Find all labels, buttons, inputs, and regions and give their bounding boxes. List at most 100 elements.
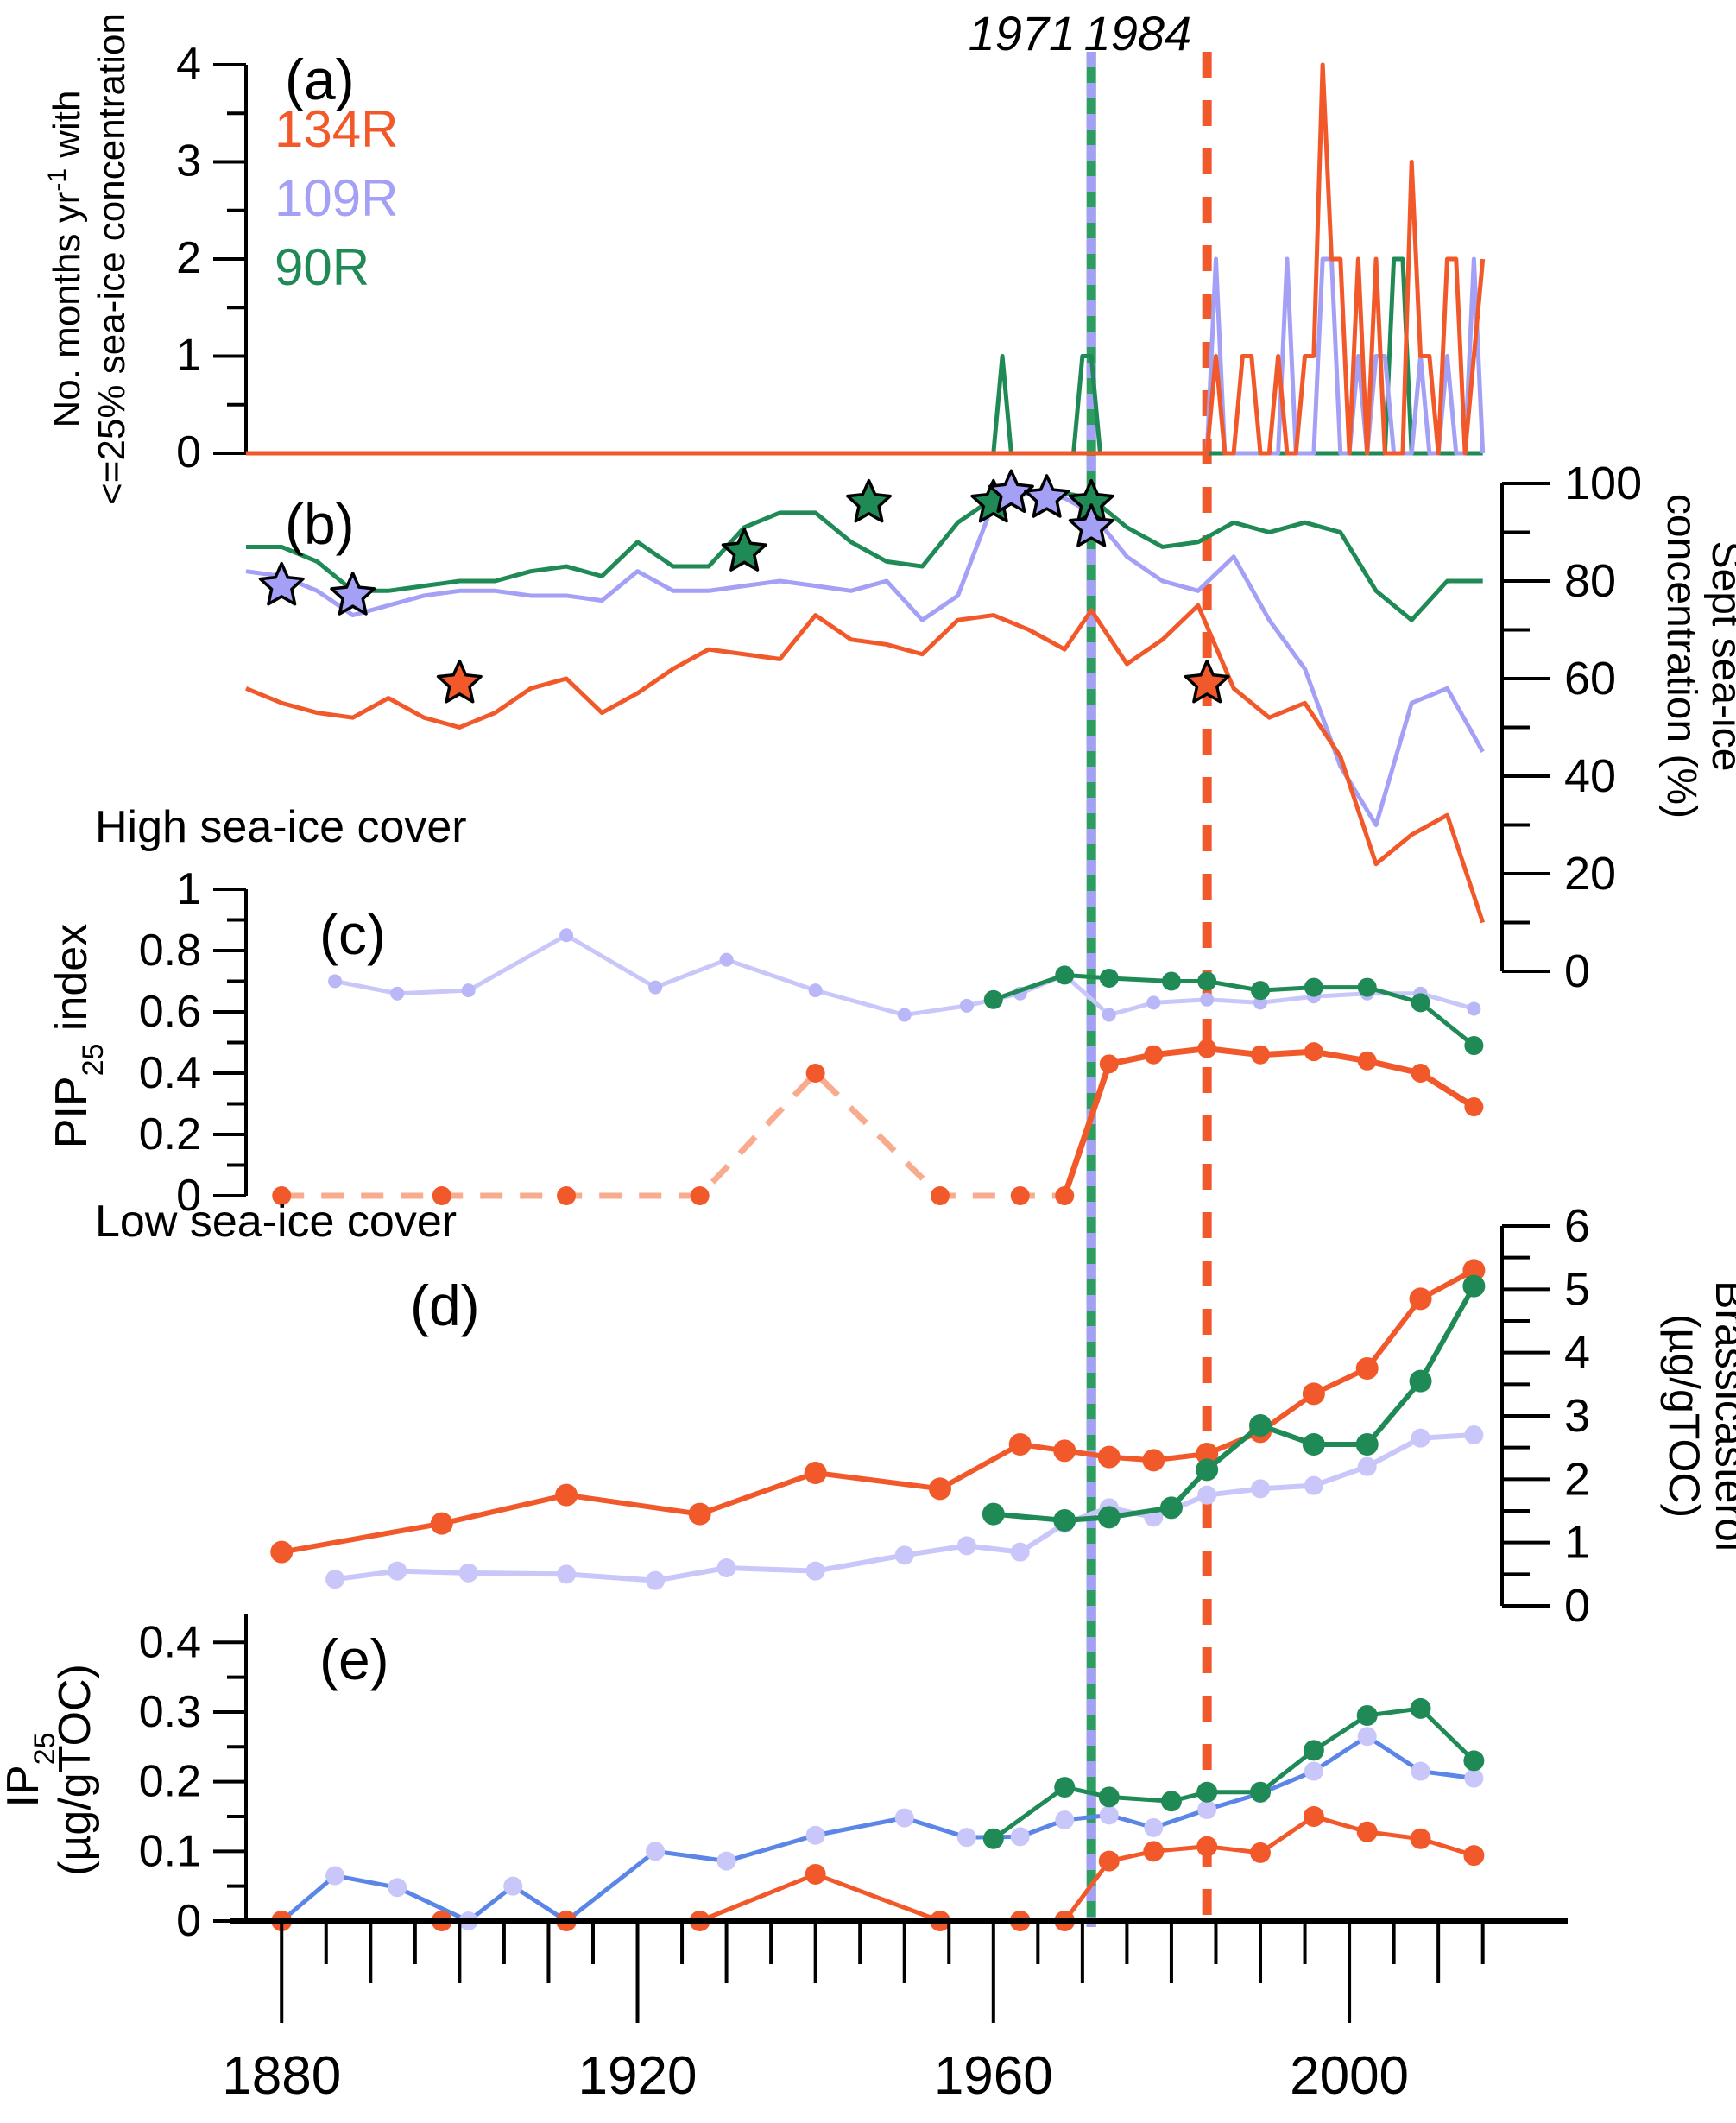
panel-e-series-90R [992, 1706, 1476, 1841]
panel-c-point-90R [1251, 981, 1271, 1001]
panel-d-point-134R [804, 1462, 827, 1484]
panel-e-point-134R [805, 1863, 826, 1885]
panel-d-point-109R [557, 1564, 577, 1584]
panel-a-y-axis-label-line2: <=25% sea-ice concentration [91, 13, 133, 505]
panel-e-point-109R [1197, 1799, 1217, 1819]
panel-e-point-109R [1010, 1827, 1030, 1847]
panel-d-point-109R [325, 1570, 345, 1589]
panel-e-point-109R [1099, 1805, 1119, 1825]
panel-b-y-tick-label: 0 [1564, 945, 1590, 997]
panel-b-y-tick-label: 60 [1564, 653, 1616, 705]
panel-b-tag: (b) [285, 492, 355, 556]
panel-e-point-90R [1250, 1781, 1272, 1803]
panel-a-y-tick-label: 0 [176, 427, 201, 477]
panel-e-point-134R [1098, 1850, 1120, 1872]
panel-e-point-109R [388, 1878, 407, 1898]
panel-e-y-tick-label: 0.3 [139, 1687, 201, 1737]
panel-c-point-109R [648, 980, 663, 995]
panel-b-star-marker [258, 561, 305, 606]
panel-b-star-marker [988, 469, 1034, 514]
panel-e-point-109R [805, 1825, 825, 1845]
panel-b-series-90R [246, 490, 1483, 622]
panel-e-y-tick-label: 0.1 [139, 1826, 201, 1876]
panel-d-point-90R [1196, 1458, 1219, 1482]
panel-b-star-marker [846, 478, 892, 523]
panel-d-point-109R [1304, 1475, 1323, 1495]
panel-c-point-90R [1197, 971, 1217, 991]
panel-e-y-tick-label: 0 [176, 1896, 201, 1946]
panel-b-star-marker [436, 659, 483, 704]
panel-c-point-109R [897, 1008, 912, 1022]
panel-c-series-134R-dashed [281, 1070, 1065, 1199]
panel-e-point-109R [716, 1851, 736, 1871]
panel-c-point-134R [1411, 1064, 1430, 1083]
legend-item-134R: 134R [275, 100, 398, 158]
panel-d-point-134R [555, 1483, 578, 1507]
panel-a-series-134R [246, 62, 1486, 456]
panel-c-point-134R [930, 1186, 950, 1205]
panel-d-y-tick-label: 2 [1564, 1453, 1590, 1505]
panel-d-y-tick-label: 4 [1564, 1327, 1590, 1379]
panel-d-y-tick-label: 3 [1564, 1390, 1590, 1442]
panel-e-point-90R [1303, 1740, 1324, 1761]
high-sea-ice-cover-label: High sea-ice cover [95, 802, 467, 852]
panel-e-point-109R [1357, 1727, 1377, 1747]
panel-d-point-134R [1355, 1357, 1379, 1380]
panel-c-point-109R [808, 983, 823, 998]
panel-d-point-109R [646, 1570, 666, 1590]
panel-c-tag: (c) [319, 902, 386, 966]
panel-d-point-90R [1159, 1496, 1183, 1520]
panel-e-point-109R [503, 1876, 523, 1896]
panel-d-point-134R [1097, 1445, 1121, 1469]
panel-c-y-tick-label: 0.4 [139, 1048, 201, 1098]
panel-e-y-axis-label: IP25(µg/gTOC) [0, 1664, 100, 1876]
panel-d-series-90R [993, 1285, 1477, 1523]
panel-e-series-134R [281, 1814, 1475, 1924]
panel-e-point-134R [1143, 1841, 1165, 1862]
panel-d-point-109R [458, 1563, 478, 1583]
panel-c-point-134R [1197, 1039, 1217, 1058]
panel-e-point-134R [1196, 1836, 1218, 1857]
x-axis-tick-label: 1960 [934, 2046, 1053, 2106]
panel-e-y-tick-label: 0.2 [139, 1757, 201, 1807]
panel-c-point-134R [432, 1186, 451, 1205]
panel-b-series-134R [245, 603, 1486, 924]
panel-e-point-109R [1304, 1761, 1323, 1781]
panel-d-tag: (d) [410, 1273, 480, 1337]
panel-a-y-tick-label: 2 [176, 233, 201, 283]
panel-d-point-90R [982, 1502, 1005, 1526]
panel-c-y-tick-label: 0.2 [139, 1109, 201, 1159]
panel-c-point-134R [1357, 1051, 1377, 1071]
panel-c-point-134R [1010, 1186, 1030, 1205]
panel-b-y-axis-label-line2: concentration (%) [1658, 494, 1704, 818]
panel-e-point-109R [1464, 1768, 1484, 1788]
panel-e-point-109R [1144, 1817, 1164, 1837]
panel-b-star-marker [1184, 659, 1230, 704]
panel-e-point-90R [1054, 1777, 1076, 1798]
panel-d-y-tick-label: 1 [1564, 1517, 1590, 1569]
panel-e-point-109R [325, 1866, 345, 1886]
panel-e-point-90R [1463, 1750, 1485, 1772]
panel-a-y-axis-label: No. months yr-1 with <=25% sea-ice concen… [43, 13, 134, 505]
panel-c-point-90R [1161, 971, 1181, 991]
panel-e-point-90R [1160, 1791, 1182, 1812]
panel-d-point-109R [1357, 1456, 1377, 1476]
panel-d-point-109R [894, 1545, 914, 1565]
panel-a-tag: (a) [285, 47, 355, 111]
panel-c-point-134R [1464, 1097, 1484, 1117]
panel-c-point-134R [272, 1186, 292, 1205]
panel-d-y-axis-label: Brassicasterol(µg/gTOC) [1660, 1280, 1736, 1551]
panel-d-point-109R [388, 1561, 407, 1581]
panel-e-point-90R [1196, 1781, 1218, 1803]
panel-d-point-134R [1302, 1382, 1325, 1406]
panel-d-point-109R [1197, 1485, 1217, 1505]
panel-d-point-90R [1249, 1414, 1272, 1437]
panel-d-series-134R [281, 1267, 1475, 1555]
x-axis-tick-label: 2000 [1290, 2046, 1409, 2106]
panel-b-star-marker [1068, 503, 1114, 547]
panel-c-point-109R [1467, 1001, 1481, 1016]
panel-d-point-134R [1196, 1443, 1219, 1465]
panel-c-point-134R [805, 1064, 825, 1083]
